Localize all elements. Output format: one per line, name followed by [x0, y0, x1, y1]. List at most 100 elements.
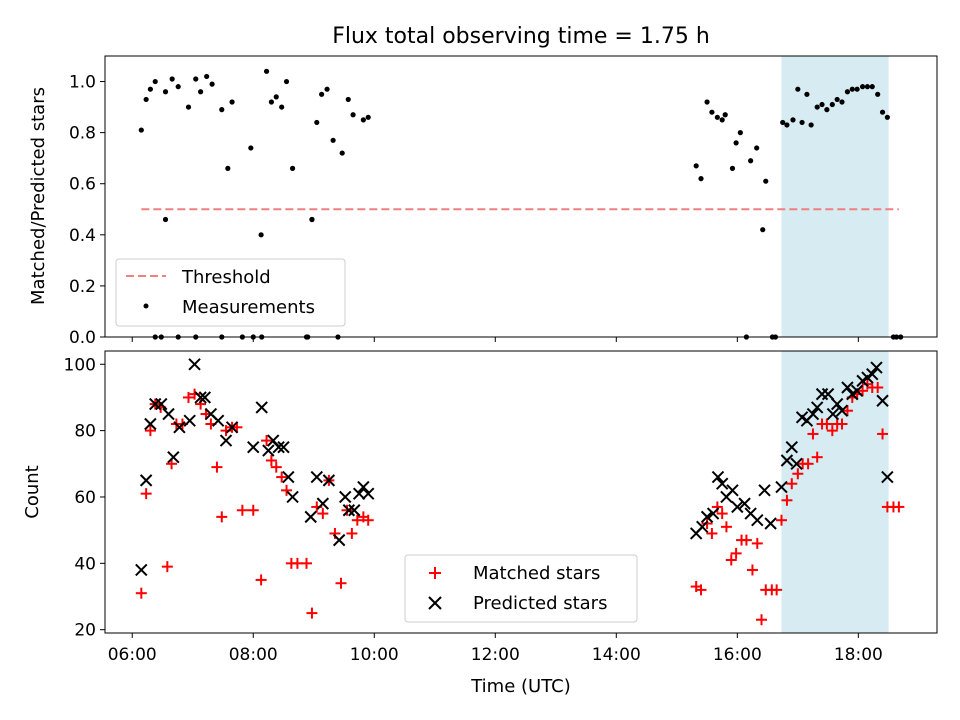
measurement-point [733, 140, 739, 146]
legend-predicted-label: Predicted stars [473, 593, 607, 614]
matched-star-point [836, 418, 848, 430]
x-tick-label: 08:00 [229, 645, 278, 665]
predicted-star-point [139, 474, 153, 487]
measurement-point [719, 117, 725, 123]
measurement-point [737, 130, 743, 136]
matched-star-point [826, 425, 838, 437]
measurement-point [869, 84, 875, 90]
chart-title: Flux total observing time = 1.75 h [332, 24, 710, 49]
measurement-point [875, 91, 881, 97]
measurement-point [360, 117, 366, 123]
matched-star-point [135, 587, 147, 599]
matched-star-point [811, 451, 823, 463]
measurement-point [804, 91, 810, 97]
matched-star-point [265, 454, 277, 466]
matched-star-point [144, 425, 156, 437]
y-tick-label: 20 [74, 621, 96, 641]
x-axis-label: Time (UTC) [470, 676, 571, 697]
predicted-star-point [322, 474, 336, 487]
y-tick-label: 0.0 [69, 328, 96, 348]
predicted-star-point [135, 563, 148, 577]
x-tick-label: 16:00 [713, 645, 762, 665]
predicted-star-point [144, 417, 157, 431]
measurement-point [799, 119, 805, 126]
measurement-point [225, 165, 231, 171]
matched-star-point [281, 484, 293, 496]
predicted-star-point [790, 457, 803, 471]
measurement-point [844, 89, 851, 95]
matched-star-point [756, 614, 768, 626]
matched-star-point [730, 547, 742, 559]
measurement-point [258, 232, 264, 238]
measurement-point [729, 165, 736, 171]
predicted-star-point [751, 513, 764, 527]
y-tick-label: 0.4 [69, 226, 96, 246]
matched-star-point [841, 405, 853, 417]
predicted-star-point [726, 484, 739, 497]
matched-star-point [362, 514, 374, 526]
measurement-point [698, 176, 704, 182]
measurement-point [147, 86, 153, 92]
predicted-star-point [247, 441, 260, 454]
predicted-star-point [706, 507, 720, 520]
legend-measurements-swatch [143, 303, 149, 309]
matched-star-point [781, 494, 793, 506]
matched-star-point [346, 527, 358, 539]
predicted-star-point [219, 434, 233, 447]
predicted-star-point [780, 454, 794, 467]
measurement-point [185, 104, 192, 110]
measurement-point [795, 86, 801, 92]
measurement-point [309, 216, 315, 223]
predicted-star-point [764, 517, 777, 530]
matched-star-point [236, 504, 248, 516]
predicted-star-point [286, 490, 299, 504]
matched-star-point [211, 461, 223, 473]
matched-star-point [746, 564, 758, 576]
predicted-star-point [352, 487, 366, 500]
predicted-star-point [357, 480, 370, 494]
x-tick-label: 06:00 [108, 645, 157, 665]
predicted-star-point [711, 470, 725, 484]
matched-star-point [183, 391, 195, 403]
matched-star-point [725, 554, 737, 566]
matched-star-point [807, 428, 819, 440]
predicted-star-point [198, 391, 212, 404]
measurement-point [169, 76, 175, 82]
matched-star-point [893, 501, 905, 513]
measurement-point [839, 99, 845, 105]
matched-star-point [695, 584, 707, 596]
measurement-point [854, 86, 860, 92]
matched-star-point [802, 458, 814, 470]
predicted-star-point [806, 407, 820, 421]
measurement-point [693, 163, 699, 169]
measurement-point [784, 122, 790, 128]
measurement-point [754, 145, 760, 151]
measurement-point [209, 81, 215, 87]
matched-star-point [317, 508, 329, 520]
matched-star-point [300, 557, 312, 569]
matched-star-point [771, 584, 783, 596]
predicted-star-point [316, 497, 330, 510]
y-tick-label: 0.6 [69, 175, 96, 195]
predicted-star-point [810, 401, 824, 414]
predicted-star-point [715, 477, 729, 490]
legend-matched-swatch [429, 567, 441, 579]
predicted-star-point [876, 394, 889, 407]
measurement-point [330, 137, 336, 143]
bottom-axes-frame [104, 350, 938, 634]
matched-star-point [792, 468, 804, 480]
predicted-star-point [155, 397, 168, 411]
measurement-point [763, 178, 769, 184]
predicted-star-point [731, 500, 744, 514]
predicted-star-point [167, 450, 180, 464]
predicted-star-point [850, 384, 864, 398]
measurement-point [714, 114, 720, 120]
measurement-point [198, 89, 204, 95]
legend-threshold-label: Threshold [181, 267, 271, 288]
measurement-point [365, 114, 371, 120]
y-tick-label: 0.2 [69, 277, 96, 297]
predicted-star-point [775, 480, 788, 494]
predicted-star-point [758, 484, 771, 497]
matched-star-point [701, 518, 713, 530]
predicted-star-point [342, 504, 356, 517]
